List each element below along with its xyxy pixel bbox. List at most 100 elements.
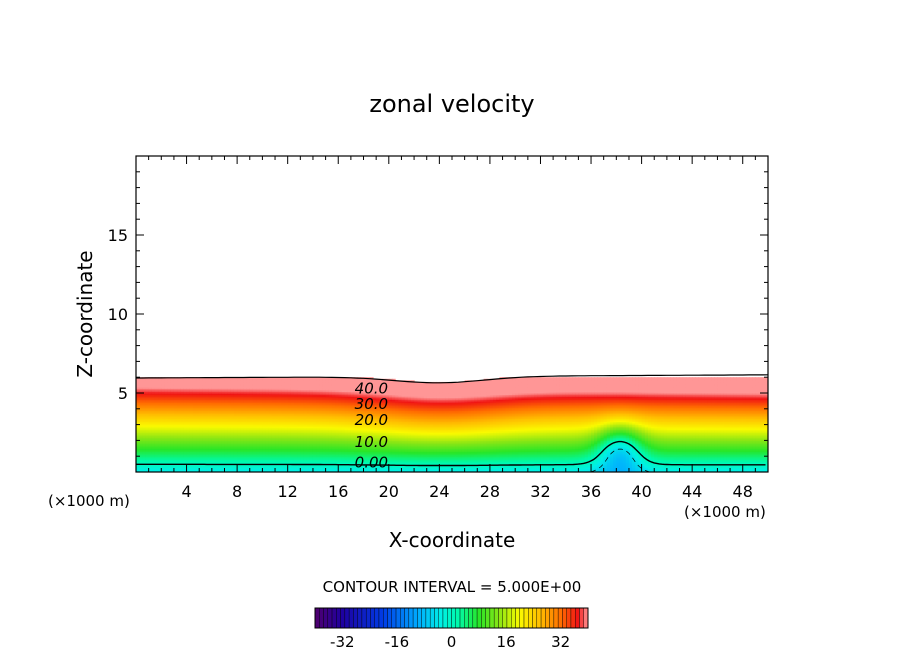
field-cell [240,467,245,470]
field-cell [338,423,342,426]
field-cell [335,437,339,440]
field-cell [281,454,286,457]
field-cell [246,456,251,459]
field-cell [211,388,216,391]
field-cell [237,377,241,380]
field-cell [354,381,358,385]
field-cell [240,386,245,389]
field-cell [319,446,324,449]
field-cell [161,453,166,456]
field-cell [205,437,210,440]
field-cell [391,449,396,453]
field-cell [218,424,222,427]
field-cell [233,427,238,430]
field-cell [379,402,384,405]
field-cell [262,393,267,396]
field-cell [376,435,380,438]
field-cell [350,462,355,465]
field-cell [148,430,153,434]
field-cell [154,446,159,449]
field-cell [300,445,305,448]
field-cell [341,440,346,443]
field-cell [335,404,339,407]
field-cell [363,434,368,437]
field-cell [252,429,257,432]
field-cell [249,377,254,380]
field-cell [218,456,222,459]
field-cell [199,411,203,415]
field-cell [335,386,339,389]
field-cell [350,400,355,404]
field-cell [243,413,248,416]
field-cell [249,462,254,465]
field-cell [322,396,327,399]
field-cell [164,437,169,440]
field-cell [312,470,317,472]
field-cell [136,467,140,470]
field-cell [376,438,380,441]
field-cell [189,386,194,389]
field-cell [167,457,172,460]
field-cell [186,440,191,443]
field-cell [227,423,232,426]
field-cell [347,454,352,457]
field-cell [385,421,390,424]
field-cell [294,437,298,440]
field-cell [395,415,399,418]
field-cell [275,386,279,389]
field-cell [215,413,219,416]
field-cell [221,467,226,470]
field-cell [300,388,305,391]
field-cell [199,396,203,399]
field-cell [221,402,226,405]
field-cell [369,462,374,465]
field-cell [183,394,188,397]
field-cell [196,426,200,429]
field-cell [167,415,172,418]
field-cell [208,464,213,467]
field-cell [208,402,213,405]
field-cell [385,400,390,404]
field-cell [227,435,232,438]
field-cell [338,434,342,437]
field-cell [170,434,175,437]
field-cell [366,389,371,393]
field-cell [151,470,156,472]
field-cell [265,396,270,399]
field-cell [363,449,368,453]
field-cell [338,438,342,441]
field-cell [161,457,166,460]
field-cell [196,413,200,416]
field-cell [294,418,298,421]
field-cell [322,405,327,408]
field-cell [395,407,399,410]
field-cell [218,377,222,380]
field-cell [347,394,352,397]
field-cell [306,405,311,408]
field-cell [218,381,222,385]
field-cell [227,378,232,381]
field-cell [366,441,371,445]
field-cell [357,388,361,391]
field-cell [233,385,238,388]
field-cell [268,448,273,451]
field-cell [249,435,254,438]
field-cell [354,411,358,415]
field-cell [338,440,342,443]
field-cell [170,430,175,434]
field-cell [331,404,336,407]
field-cell [325,446,330,449]
field-cell [221,443,226,446]
field-cell [341,421,346,424]
field-cell [350,380,355,383]
field-cell [366,378,371,381]
field-cell [151,396,156,399]
field-cell [360,389,365,393]
field-cell [303,383,308,386]
field-cell [309,389,314,393]
field-cell [186,410,191,413]
field-cell [373,438,377,441]
field-cell [325,389,330,393]
field-cell [142,454,147,457]
field-cell [275,405,279,408]
